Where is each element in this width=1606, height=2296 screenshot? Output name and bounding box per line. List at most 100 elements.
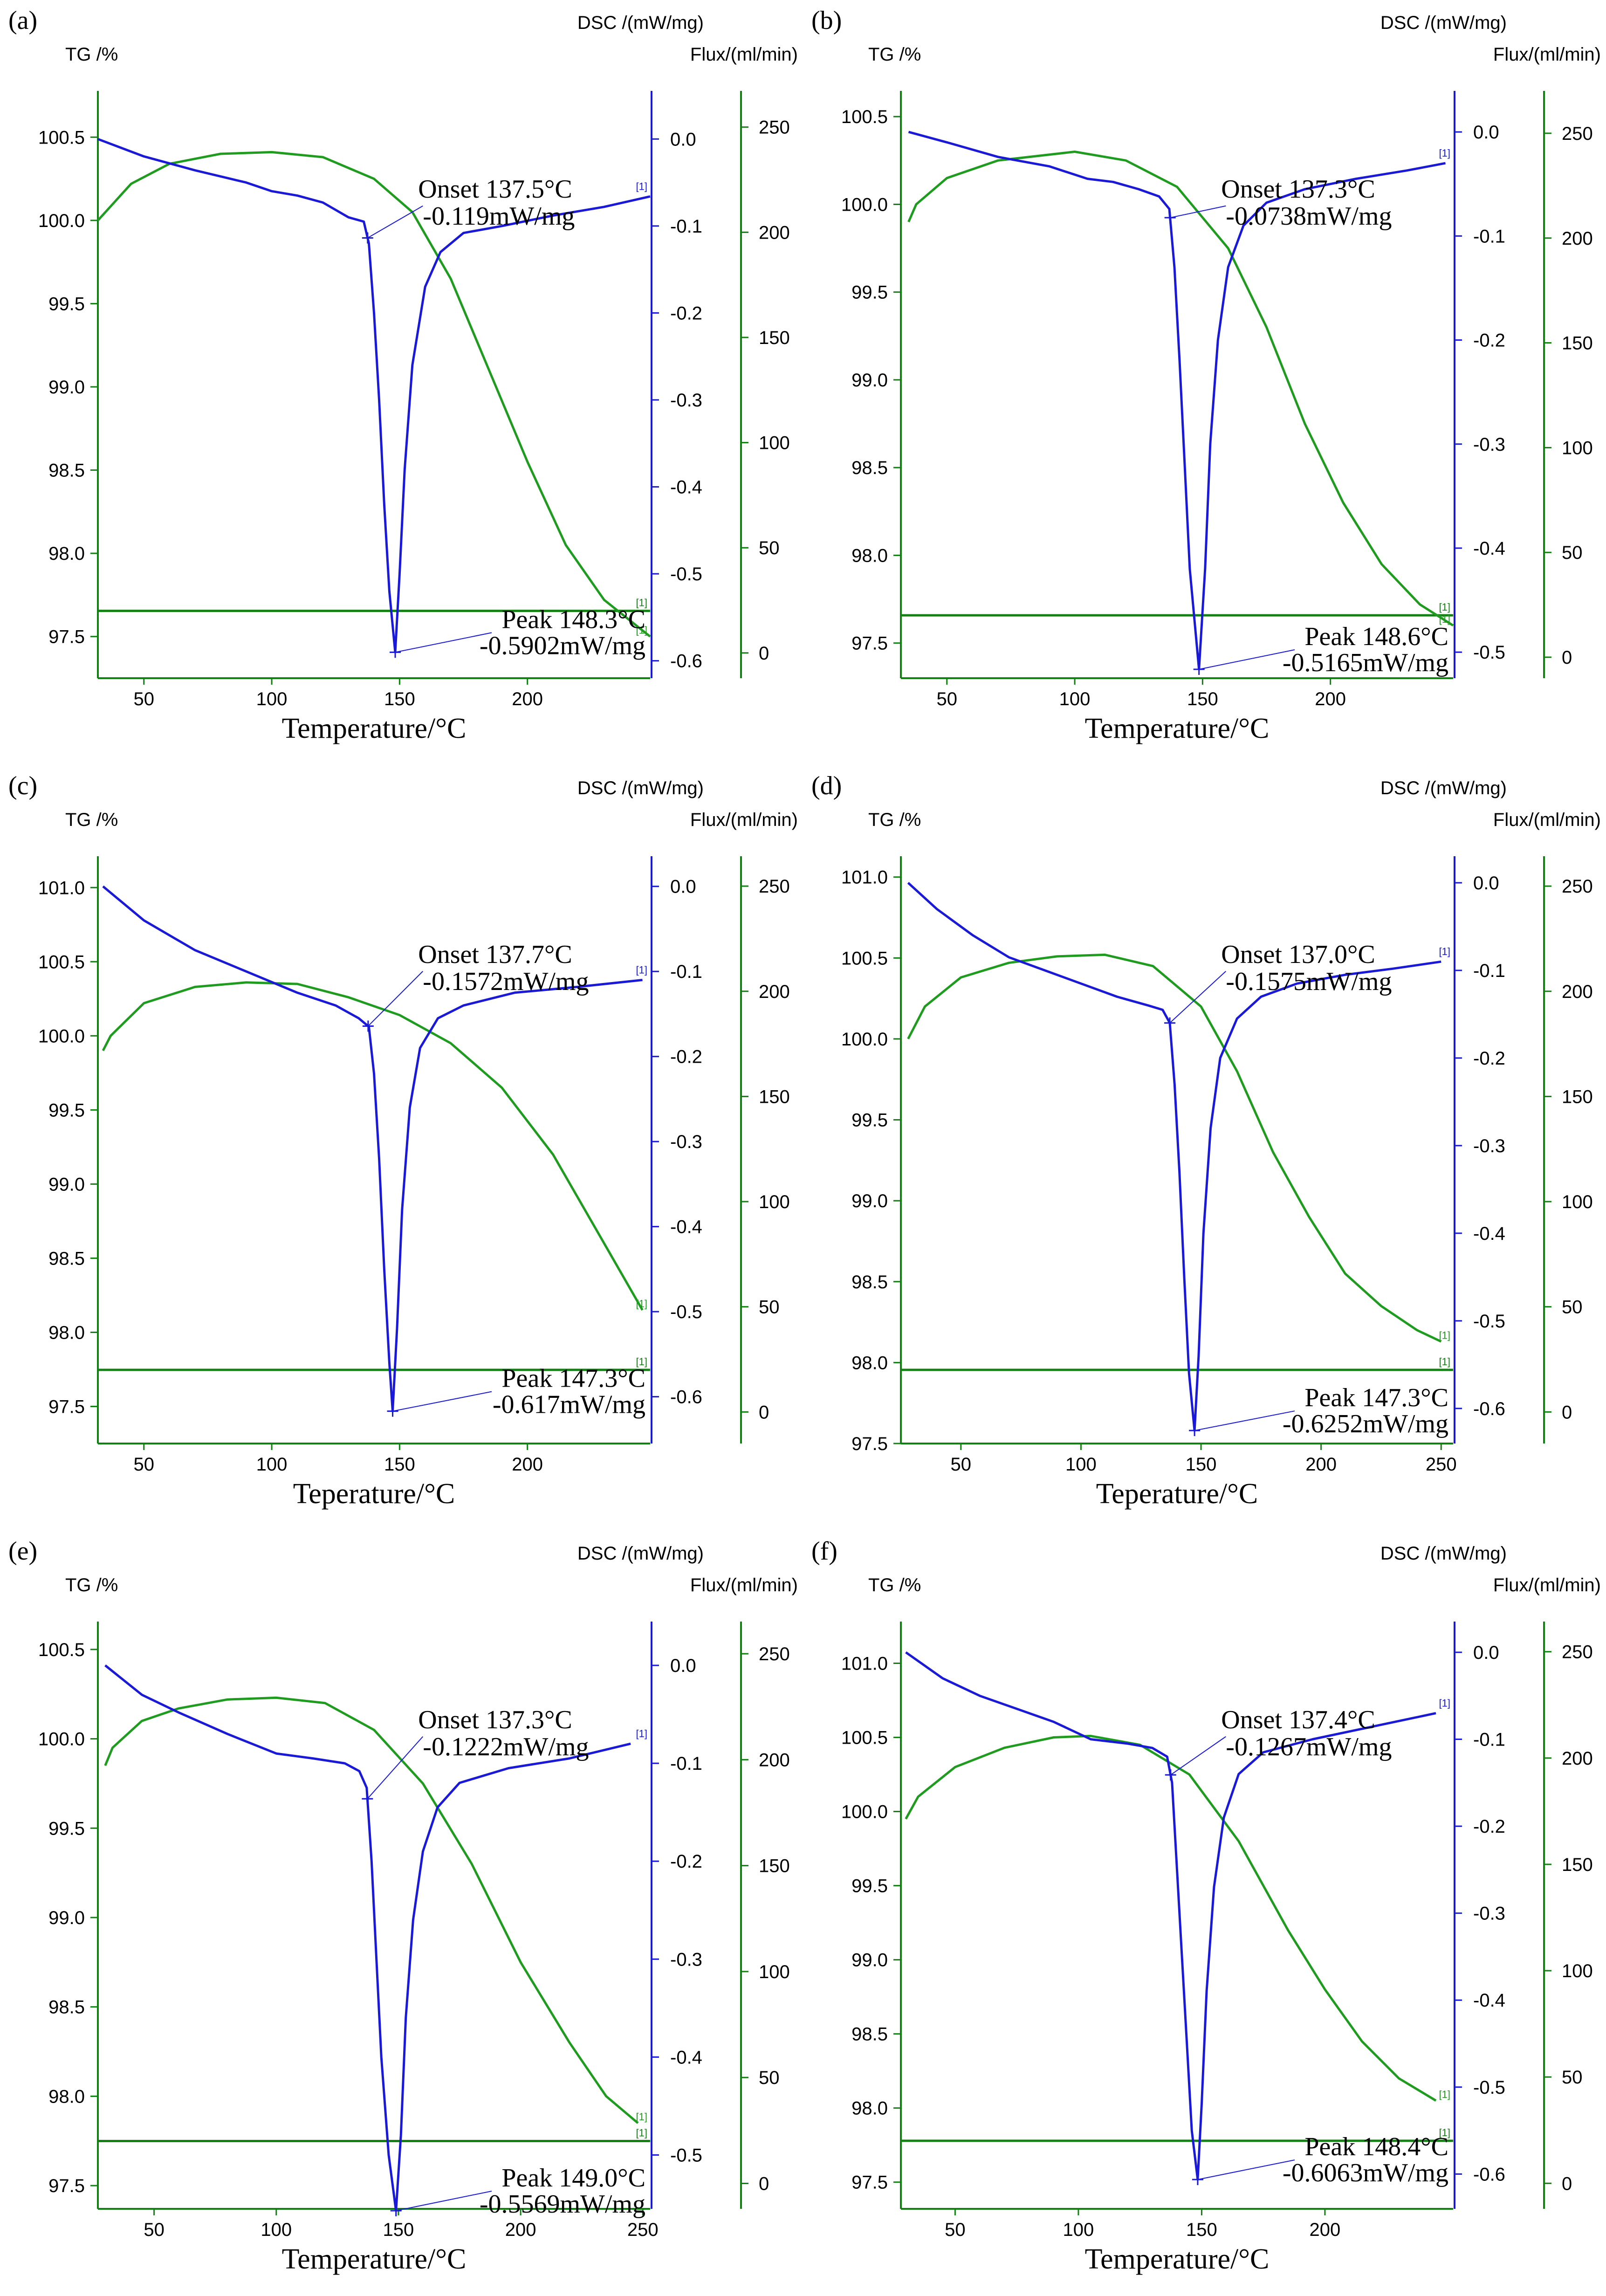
dsc-tick-label: -0.5: [670, 2145, 702, 2165]
chart-panel-e: (e) TG /% DSC /(mW/mg) Flux/(ml/min) 97.5 98.…: [8, 1537, 798, 2275]
x-tick-label: 50: [144, 2220, 165, 2240]
panel-label: (a): [8, 6, 37, 35]
peak-label: Peak 149.0°C: [501, 2164, 645, 2193]
tg-tick-label: 97.5: [48, 2176, 85, 2196]
chart-panel-a: (a) TG /% DSC /(mW/mg) Flux/(ml/min) 97.5 98.…: [8, 6, 798, 744]
tg-tick-label: 100.5: [38, 952, 85, 972]
flux-tick-label: 50: [1562, 1297, 1583, 1318]
flux-tick-label: 150: [759, 1086, 790, 1107]
peak-marker: [390, 2205, 402, 2216]
x-tick-label: 50: [945, 2220, 966, 2240]
tg-axis-title: TG /%: [65, 1575, 118, 1595]
flux-axis-title: Flux/(ml/min): [690, 810, 798, 830]
tg-tick-label: 97.5: [851, 633, 888, 654]
flux-tick-label: 0: [759, 2173, 769, 2194]
flux-tick-label: 50: [1562, 543, 1583, 563]
dsc-tick-label: 0.0: [1473, 122, 1499, 143]
onset-leader-line: [367, 205, 423, 239]
flux-tick-label: 150: [759, 328, 790, 348]
x-tick-label: 250: [1426, 1454, 1457, 1475]
onset-leader-line: [1170, 1736, 1226, 1775]
dsc-curve-tag: [1]: [636, 180, 647, 192]
tg-tick-label: 98.0: [48, 2086, 85, 2107]
flux-tick-label: 50: [759, 538, 780, 558]
panel-label: (d): [811, 771, 842, 800]
flux-tick-label: 0: [1562, 2173, 1572, 2194]
panel-label: (b): [811, 6, 842, 35]
tg-series-line: [104, 1696, 639, 2124]
dsc-series-line: [908, 131, 1446, 671]
dsc-tick-label: -0.2: [1473, 1048, 1505, 1069]
dsc-tick-label: -0.3: [670, 1949, 702, 1970]
onset-label: Onset 137.0°C: [1221, 940, 1375, 969]
x-tick-label: 200: [512, 689, 543, 709]
peak-leader-line: [396, 2191, 492, 2211]
chart-panel-f: (f) TG /% DSC /(mW/mg) Flux/(ml/min) 97.5 98.…: [811, 1537, 1601, 2275]
dsc-series-line: [104, 1664, 631, 2212]
tg-tick-label: 100.0: [841, 194, 888, 215]
dsc-tick-label: -0.2: [1473, 330, 1505, 351]
tg-tick-label: 101.0: [841, 867, 888, 888]
dsc-tick-label: -0.4: [670, 477, 702, 498]
dsc-series-line: [905, 1651, 1436, 2181]
tg-curve-tag: [1]: [1439, 2089, 1450, 2100]
dsc-axis-title: DSC /(mW/mg): [577, 13, 704, 33]
dsc-tick-label: -0.5: [1473, 1311, 1505, 1332]
peak-label: Peak 147.3°C: [501, 1364, 645, 1393]
tg-tick-label: 98.5: [851, 458, 888, 478]
tg-tick-label: 97.5: [48, 1396, 85, 1417]
dsc-series-line: [97, 137, 651, 653]
peak-leader-line: [392, 1391, 492, 1412]
dsc-tick-label: -0.1: [1473, 961, 1505, 981]
flux-tick-label: 0: [1562, 1402, 1572, 1423]
tg-axis-title: TG /%: [65, 44, 118, 65]
x-tick-label: 200: [1315, 689, 1346, 709]
tg-curve-tag: [1]: [636, 625, 647, 636]
dsc-tick-label: -0.5: [1473, 2077, 1505, 2098]
dsc-curve-tag: [1]: [636, 1728, 647, 1739]
dsc-tick-label: -0.1: [670, 962, 702, 982]
x-tick-label: 150: [1186, 1454, 1217, 1475]
flux-tick-label: 100: [759, 1962, 790, 1982]
tg-tick-label: 97.5: [851, 1434, 888, 1454]
onset-label: Onset 137.3°C: [418, 1705, 572, 1734]
peak-leader-line: [1194, 1410, 1295, 1431]
x-tick-label: 200: [1305, 1454, 1337, 1475]
dsc-tick-label: 0.0: [1473, 873, 1499, 894]
tg-tick-label: 98.0: [48, 1322, 85, 1343]
dsc-tick-label: -0.4: [1473, 1224, 1505, 1244]
panel-label: (e): [8, 1537, 37, 1566]
onset-label: Onset 137.5°C: [418, 175, 572, 204]
x-tick-label: 150: [1187, 689, 1218, 709]
tg-tick-label: 100.5: [38, 127, 85, 148]
x-tick-label: 100: [1065, 1454, 1097, 1475]
x-tick-label: 100: [1063, 2220, 1094, 2240]
dsc-tick-label: -0.1: [670, 1753, 702, 1774]
dsc-tick-label: -0.3: [670, 1132, 702, 1152]
tg-tick-label: 99.5: [851, 1110, 888, 1131]
flux-curve-tag: [1]: [1439, 1356, 1450, 1368]
x-tick-label: 50: [937, 689, 958, 709]
flux-tick-label: 150: [1562, 1855, 1593, 1875]
dsc-axis-title: DSC /(mW/mg): [1380, 1543, 1507, 1564]
tg-curve-tag: [1]: [1439, 1329, 1450, 1341]
flux-tick-label: 200: [1562, 228, 1593, 249]
dsc-tick-label: -0.3: [1473, 1136, 1505, 1156]
dsc-tick-label: 0.0: [670, 1656, 696, 1676]
onset-label: Onset 137.4°C: [1221, 1705, 1375, 1734]
dsc-tick-label: 0.0: [670, 129, 696, 150]
tg-tick-label: 100.5: [841, 948, 888, 969]
flux-tick-label: 150: [1562, 333, 1593, 354]
tg-tick-label: 100.0: [38, 211, 85, 231]
dsc-tick-label: -0.2: [670, 303, 702, 323]
flux-curve-tag: [1]: [1439, 601, 1450, 613]
onset-leader-line: [1170, 205, 1226, 219]
tg-curve-tag: [1]: [636, 2111, 647, 2123]
x-tick-label: 200: [1310, 2220, 1341, 2240]
tg-tick-label: 99.0: [851, 370, 888, 391]
x-tick-label: 200: [512, 1454, 543, 1475]
x-axis-title: Temperature/°C: [282, 713, 467, 744]
dsc-tick-label: -0.5: [670, 1302, 702, 1322]
onset-leader-line: [367, 1736, 424, 1799]
onset-value: -0.1572mW/mg: [423, 967, 589, 996]
